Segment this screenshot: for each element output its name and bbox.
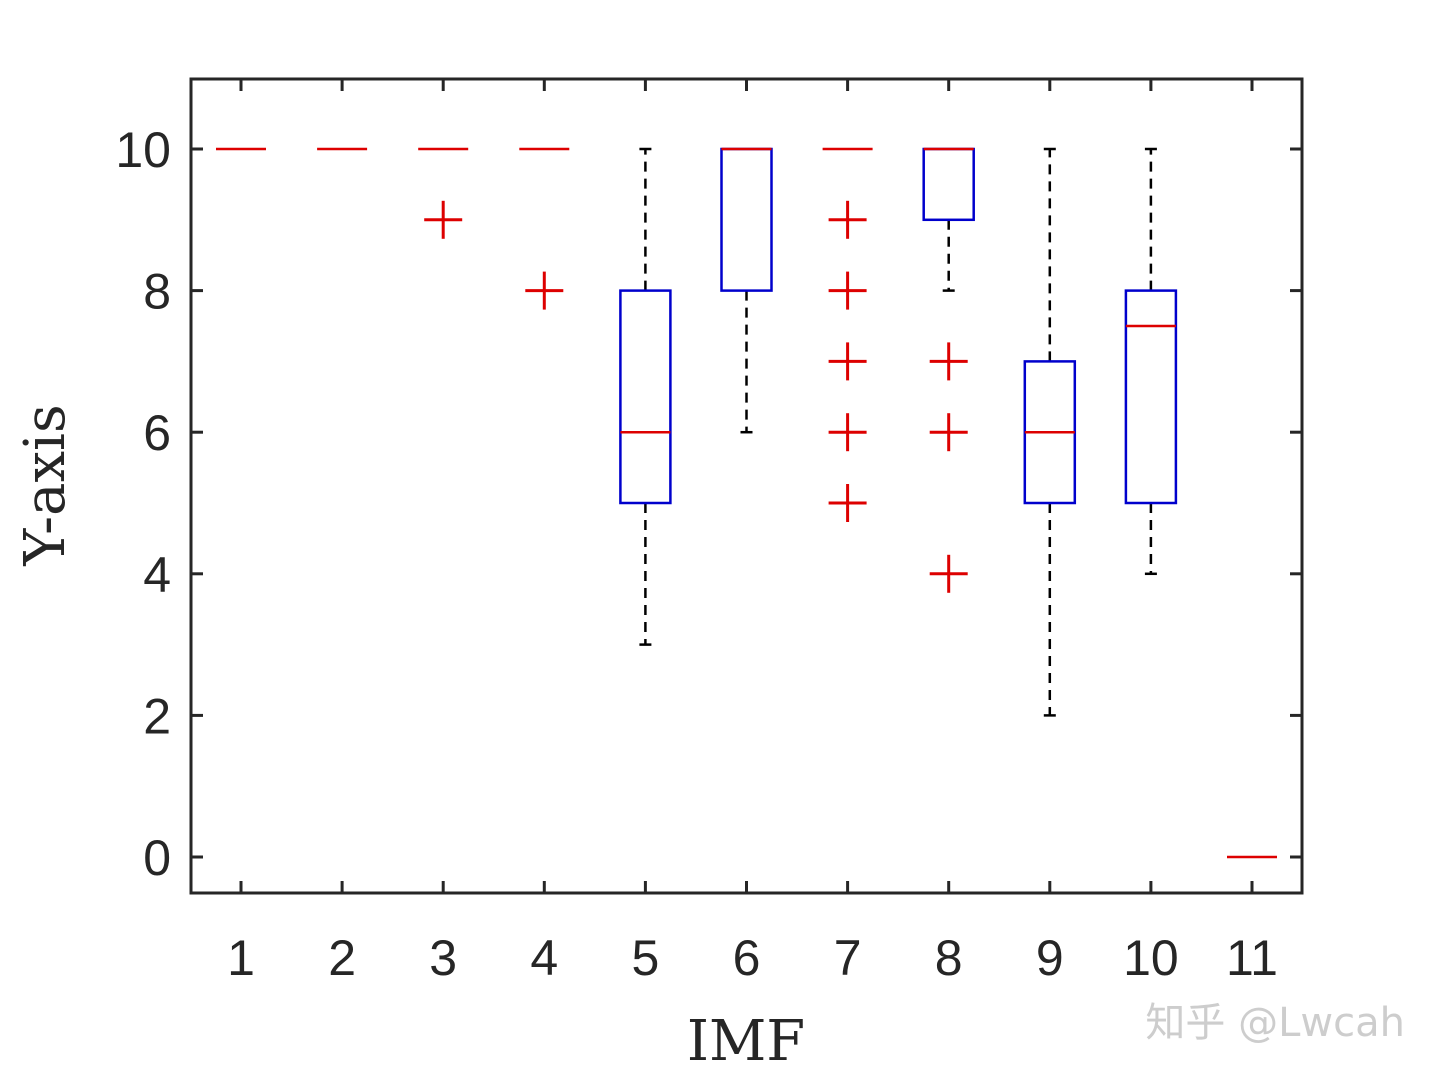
outlier-marker [828, 342, 867, 381]
x-tick-label: 7 [834, 930, 862, 986]
y-tick-label: 2 [143, 688, 171, 744]
x-tick-label: 9 [1036, 930, 1064, 986]
box-iqr [922, 147, 975, 222]
x-tick-label: 11 [1226, 930, 1278, 986]
x-tick-label: 3 [429, 930, 457, 986]
x-tick-label: 1 [227, 930, 255, 986]
x-axis-title: IMF [687, 1009, 805, 1074]
x-tick-label: 6 [733, 930, 761, 986]
y-tick-label: 8 [143, 264, 171, 320]
y-tick-label: 4 [143, 547, 171, 603]
outlier-marker [828, 271, 867, 310]
x-tick-label: 2 [328, 930, 356, 986]
outlier-marker [929, 413, 968, 452]
x-tick-label: 10 [1123, 930, 1179, 986]
box-iqr [619, 289, 672, 505]
x-tick-label: 5 [631, 930, 659, 986]
x-tick-label: 4 [530, 930, 558, 986]
outlier-marker [525, 271, 564, 310]
y-tick-label: 6 [143, 405, 171, 461]
outlier-marker [828, 413, 867, 452]
outlier-marker [929, 554, 968, 593]
outlier-marker [424, 200, 463, 239]
box-iqr [1124, 289, 1178, 505]
box-iqr [720, 147, 773, 292]
plot-frame [189, 77, 1304, 895]
y-tick-label: 0 [143, 830, 171, 886]
outlier-marker [828, 484, 867, 522]
outlier-marker [929, 342, 968, 381]
y-tick-label: 10 [115, 122, 171, 178]
y-axis-title: Y-axis [13, 404, 78, 566]
x-tick-label: 8 [935, 930, 963, 986]
watermark-text: 知乎 @Lwcah [1145, 1000, 1405, 1046]
outlier-marker [828, 200, 867, 239]
